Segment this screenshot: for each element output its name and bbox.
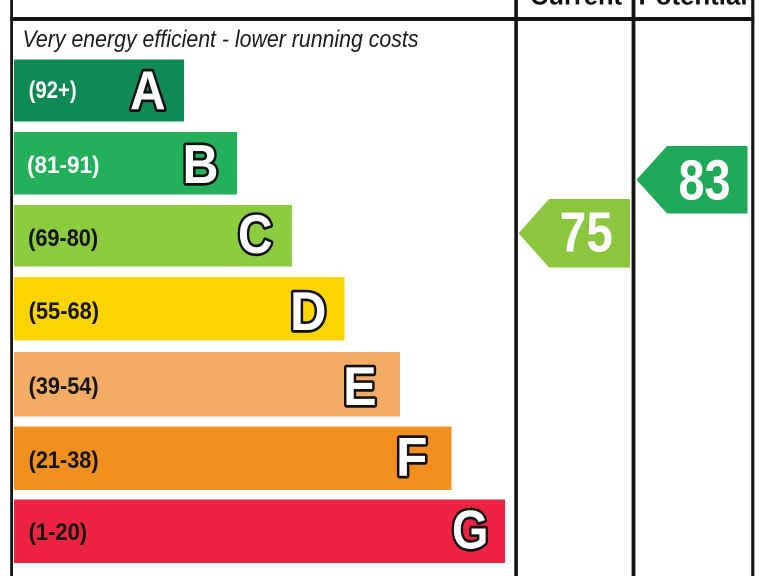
svg-text:E: E — [343, 355, 377, 417]
svg-text:(55-68): (55-68) — [29, 298, 100, 325]
svg-text:(21-38): (21-38) — [29, 447, 99, 474]
svg-text:(92+): (92+) — [29, 77, 77, 104]
svg-text:(69-80): (69-80) — [28, 225, 98, 252]
svg-text:83: 83 — [679, 149, 731, 213]
svg-text:G: G — [452, 499, 489, 561]
svg-text:75: 75 — [560, 201, 613, 265]
svg-text:Current: Current — [530, 0, 622, 11]
svg-text:(81-91): (81-91) — [27, 152, 100, 179]
svg-text:Very energy efficient - lower: Very energy efficient - lower running co… — [23, 26, 419, 53]
svg-text:B: B — [183, 133, 219, 195]
svg-text:F: F — [396, 426, 428, 488]
svg-text:Potential: Potential — [639, 0, 748, 11]
svg-text:(1-20): (1-20) — [29, 519, 88, 546]
svg-text:(39-54): (39-54) — [29, 373, 99, 400]
svg-text:A: A — [130, 59, 166, 121]
svg-text:C: C — [238, 203, 273, 265]
svg-text:D: D — [290, 280, 327, 342]
